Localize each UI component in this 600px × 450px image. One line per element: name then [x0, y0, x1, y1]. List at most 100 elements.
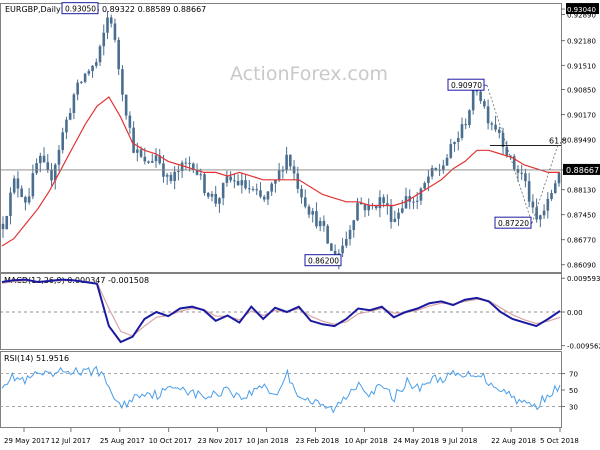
- x-tick-label: 9 Jul 2018: [442, 437, 477, 445]
- x-tick-label: 24 May 2018: [393, 437, 439, 445]
- rsi-title: RSI(14) 51.9516: [4, 354, 69, 363]
- price-y-tick-label: 0.89490: [567, 137, 596, 145]
- candle-body: [415, 200, 419, 202]
- candle-body: [203, 174, 206, 193]
- candle-body: [121, 69, 124, 95]
- candle-body: [397, 212, 400, 219]
- candle-body: [471, 88, 475, 111]
- candle-body: [542, 210, 546, 216]
- candle-body: [296, 173, 300, 189]
- candle-body: [76, 82, 79, 95]
- x-tick-label: 10 Apr 2018: [344, 437, 387, 445]
- x-tick-label: 29 May 2017: [4, 437, 50, 445]
- candle-body: [251, 189, 255, 191]
- x-tick-label: 5 Oct 2018: [540, 437, 579, 445]
- candle-body: [553, 183, 557, 194]
- current-price-box: [563, 163, 600, 175]
- candle-body: [456, 138, 460, 142]
- price-y-tick-label: 0.91510: [567, 62, 596, 70]
- macd-y-tick-label: -0.009562: [567, 343, 600, 351]
- candle-body: [468, 110, 471, 126]
- candle-body: [550, 193, 553, 199]
- rsi-pane-frame: [0, 351, 562, 428]
- x-tick-label: 12 Jul 2017: [51, 437, 91, 445]
- candle-body: [490, 123, 494, 125]
- candle-body: [430, 167, 434, 177]
- x-tick-label: 25 Aug 2017: [100, 437, 145, 445]
- macd-signal-line: [1, 279, 561, 337]
- candle-body: [322, 220, 326, 226]
- candle-body: [303, 197, 307, 207]
- rsi-y-ticks: 70 50 30: [0, 371, 578, 411]
- candle-body: [158, 155, 162, 164]
- top-price-box: [566, 3, 599, 15]
- candle-body: [479, 91, 482, 102]
- candle-body: [39, 155, 42, 164]
- candle-body: [393, 218, 397, 222]
- rsi-y-tick-label: 30: [569, 403, 578, 411]
- candle-body: [225, 176, 229, 183]
- candle-body: [50, 169, 53, 181]
- x-tick-label: 22 Aug 2018: [491, 437, 536, 445]
- candle-body: [177, 171, 180, 173]
- candle-body: [524, 173, 527, 182]
- candle-body: [419, 188, 423, 201]
- macd-y-tick-label: 0.00: [567, 309, 583, 317]
- candle-body: [94, 62, 98, 66]
- candle-body: [221, 182, 225, 199]
- watermark: ActionForex.com: [230, 63, 388, 85]
- current-price-label: 0.88667: [566, 166, 599, 175]
- candle-body: [386, 203, 389, 206]
- macd-y-tick-label: 0.009593: [567, 275, 600, 283]
- candle-body: [244, 180, 247, 189]
- x-tick-label: 10 Oct 2017: [149, 437, 192, 445]
- trend-lines: [486, 85, 559, 224]
- candle-body: [266, 191, 270, 200]
- candle-body: [165, 174, 169, 177]
- candle-body: [557, 172, 561, 184]
- candle-body: [378, 197, 382, 209]
- candle-body: [80, 81, 83, 83]
- candle-body: [505, 147, 509, 156]
- price-label-box: [447, 78, 485, 91]
- candle-body: [352, 220, 356, 230]
- price-y-tick-label: 0.92890: [567, 12, 596, 20]
- candle-body: [72, 94, 76, 113]
- candle-body: [27, 196, 31, 203]
- candle-body: [330, 243, 333, 251]
- candle-body: [173, 171, 176, 181]
- candle-body: [277, 170, 281, 181]
- candle-body: [180, 162, 184, 172]
- candle-body: [486, 106, 490, 124]
- candle-body: [539, 215, 542, 220]
- x-axis-labels: 29 May 2017 12 Jul 2017 25 Aug 2017 10 Oct …: [4, 428, 579, 445]
- rsi-y-tick-label: 50: [569, 387, 578, 395]
- price-label-box: [61, 2, 99, 15]
- candle-body: [262, 196, 266, 200]
- candle-body: [442, 165, 445, 171]
- candle-body: [345, 239, 348, 246]
- price-label-box: [304, 254, 342, 267]
- candle-body: [460, 124, 464, 139]
- price-label-text: 0.93050: [65, 5, 96, 14]
- candle-body: [46, 162, 50, 170]
- candle-body: [113, 23, 117, 40]
- candle-body: [367, 204, 370, 211]
- macd-y-ticks: 0.009593 0.00 -0.009562: [561, 275, 600, 351]
- candle-body: [445, 157, 449, 166]
- candle-body: [9, 192, 12, 216]
- candle-body: [326, 225, 329, 244]
- candle-body: [453, 141, 456, 145]
- candle-body: [285, 154, 288, 171]
- candle-body: [154, 155, 158, 162]
- price-y-tick-label: 0.93040: [567, 6, 596, 14]
- price-y-tick-label: 0.87450: [567, 212, 596, 220]
- candle-body: [109, 17, 113, 24]
- trend-line-high-low: [486, 85, 533, 224]
- candle-body: [509, 155, 512, 157]
- candle-body: [5, 215, 9, 230]
- x-tick-label: 10 Jan 2018: [247, 437, 289, 445]
- candle-body: [311, 211, 315, 215]
- chart-header: EURGBP,Daily 0.89206 0.89322 0.88589 0.8…: [5, 5, 206, 14]
